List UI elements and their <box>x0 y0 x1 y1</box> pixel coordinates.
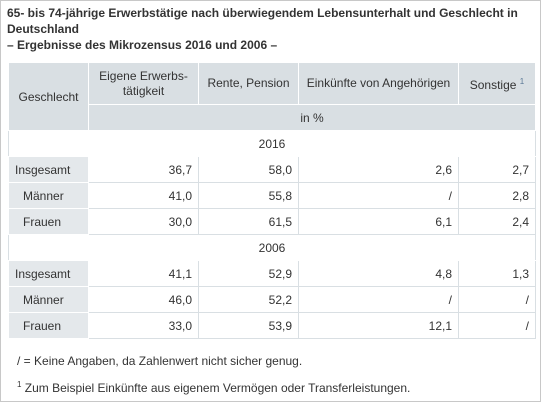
table-cell: 61,5 <box>198 208 299 235</box>
footnote-mark: 1 <box>17 380 22 389</box>
column-header: Sonstige 1 <box>458 62 536 105</box>
table-title: 65- bis 74-jährige Erwerbstätige nach üb… <box>7 5 537 53</box>
table-cell: 41,0 <box>88 182 199 209</box>
table-cell: 12,1 <box>298 312 459 339</box>
table-cell: 53,9 <box>198 312 299 339</box>
column-header: Eigene Erwerbs-tätigkeit <box>88 62 199 105</box>
table-cell: 1,3 <box>458 260 536 287</box>
table-row: Männer 46,0 52,2 / / <box>8 286 536 313</box>
table-cell: / <box>458 312 536 339</box>
column-header-label: Eigene Erwerbs-tätigkeit <box>99 68 188 98</box>
table-row: Insgesamt 41,1 52,9 4,8 1,3 <box>8 260 536 287</box>
table-cell: 52,2 <box>198 286 299 313</box>
column-header: Rente, Pension <box>198 62 299 105</box>
row-label: Männer <box>8 182 89 209</box>
table-cell: 6,1 <box>298 208 459 235</box>
footnote-1-text: Zum Beispiel Einkünfte aus eigenem Vermö… <box>24 381 411 395</box>
table-cell: 46,0 <box>88 286 199 313</box>
table-cell: 2,7 <box>458 156 536 183</box>
footnote-link[interactable]: 1 <box>519 77 525 86</box>
year-row: 2016 <box>8 130 536 157</box>
table-row: Frauen 30,0 61,5 6,1 2,4 <box>8 208 536 235</box>
table-cell: 52,9 <box>198 260 299 287</box>
row-label: Frauen <box>8 208 89 235</box>
table-cell: 4,8 <box>298 260 459 287</box>
row-label: Männer <box>8 286 89 313</box>
table-cell: 2,8 <box>458 182 536 209</box>
row-label: Frauen <box>8 312 89 339</box>
footnote-slash: / = Keine Angaben, da Zahlenwert nicht s… <box>17 354 303 368</box>
row-header-geschlecht: Geschlecht <box>8 62 89 131</box>
title-line2: – Ergebnisse des Mikrozensus 2016 und 20… <box>7 38 278 52</box>
table-cell: / <box>298 286 459 313</box>
table-row: Insgesamt 36,7 58,0 2,6 2,7 <box>8 156 536 183</box>
table-cell: 2,6 <box>298 156 459 183</box>
table-cell: 33,0 <box>88 312 199 339</box>
table-cell: / <box>458 286 536 313</box>
table-cell: 30,0 <box>88 208 199 235</box>
table-cell: 58,0 <box>198 156 299 183</box>
footnote-1: 1 Zum Beispiel Einkünfte aus eigenem Ver… <box>17 377 410 396</box>
column-header-label: Sonstige <box>469 78 517 92</box>
table-cell: / <box>298 182 459 209</box>
column-header: Einkünfte von Angehörigen <box>298 62 459 105</box>
row-label: Insgesamt <box>8 260 89 287</box>
table-row: Männer 41,0 55,8 / 2,8 <box>8 182 536 209</box>
table-row: Frauen 33,0 53,9 12,1 / <box>8 312 536 339</box>
unit-header: in % <box>88 104 536 131</box>
table-cell: 41,1 <box>88 260 199 287</box>
footnotes: / = Keine Angaben, da Zahlenwert nicht s… <box>17 353 410 404</box>
table-cell: 2,4 <box>458 208 536 235</box>
year-row: 2006 <box>8 234 536 261</box>
data-table: Geschlecht Eigene Erwerbs-tätigkeit Rent… <box>8 62 536 339</box>
table-cell: 55,8 <box>198 182 299 209</box>
table-cell: 36,7 <box>88 156 199 183</box>
title-line1: 65- bis 74-jährige Erwerbstätige nach üb… <box>7 6 518 36</box>
row-label: Insgesamt <box>8 156 89 183</box>
